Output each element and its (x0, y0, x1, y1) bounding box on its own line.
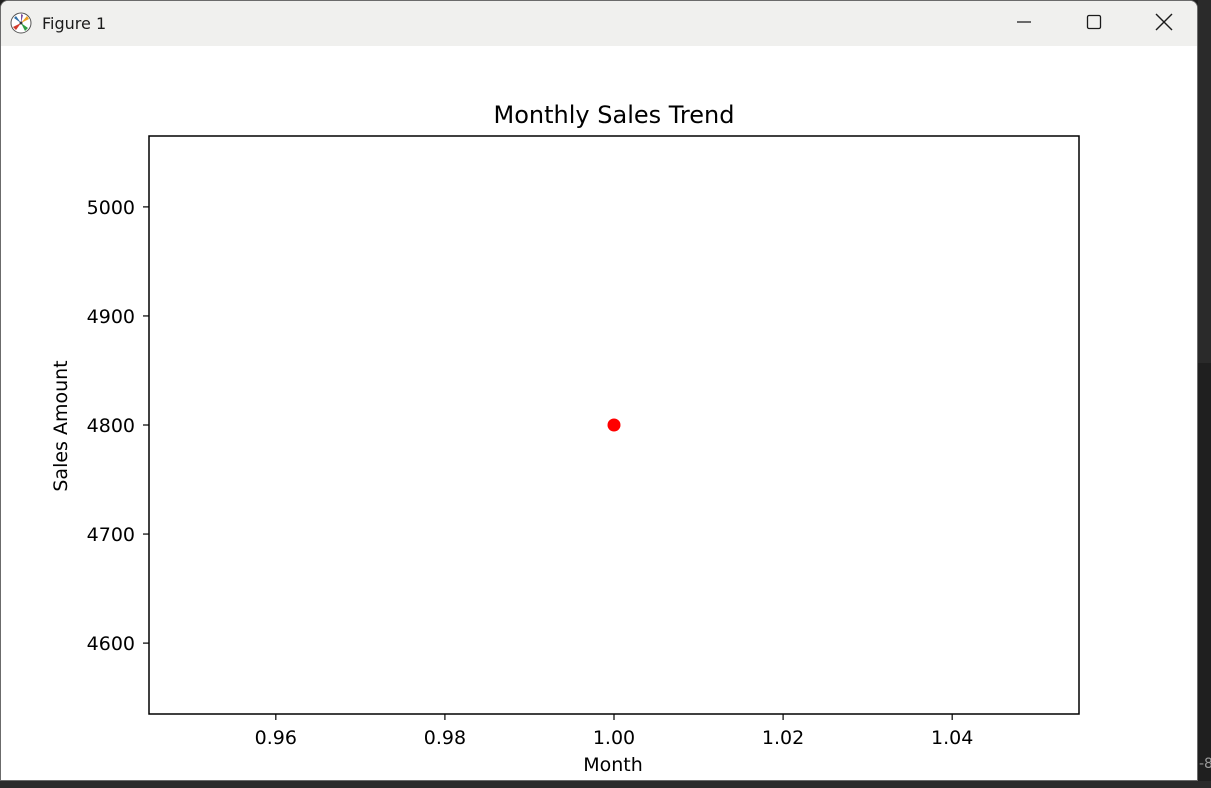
background-edge-panel (1198, 0, 1211, 363)
x-tick-label: 0.96 (255, 727, 297, 749)
minimize-icon (1016, 14, 1032, 34)
y-tick-label: 5000 (87, 197, 135, 219)
y-axis-label: Sales Amount (50, 360, 72, 492)
close-button[interactable] (1129, 1, 1197, 46)
y-tick-label: 4600 (87, 633, 135, 655)
background-edge (1198, 0, 1211, 788)
x-tick-label: 1.00 (593, 727, 635, 749)
plot-svg: 0.96 0.98 1.00 1.02 1.04 4600 4700 4800 4900 5000 (87, 135, 1080, 749)
x-tick-label: 1.04 (931, 727, 973, 749)
close-icon (1155, 13, 1173, 35)
maximize-button[interactable] (1059, 1, 1129, 46)
x-tick-label: 0.98 (424, 727, 466, 749)
x-axis-label: Month (583, 754, 643, 776)
title-bar[interactable]: Figure 1 (1, 1, 1197, 46)
y-tick-label: 4800 (87, 415, 135, 437)
window-title: Figure 1 (42, 14, 107, 33)
chart-title: Monthly Sales Trend (493, 101, 735, 129)
x-tick-label: 1.02 (762, 727, 804, 749)
figure-canvas: Monthly Sales Trend 0.96 0.98 1.00 1.02 1.04… (1, 46, 1197, 780)
matplotlib-icon (10, 12, 32, 34)
minimize-button[interactable] (989, 1, 1059, 46)
maximize-icon (1086, 14, 1102, 34)
plot-area (148, 135, 1080, 715)
y-tick-label: 4700 (87, 524, 135, 546)
y-tick-label: 4900 (87, 306, 135, 328)
data-point (607, 418, 621, 432)
background-edge-text: -8 (1199, 756, 1211, 772)
taskbar-edge (0, 781, 1211, 788)
